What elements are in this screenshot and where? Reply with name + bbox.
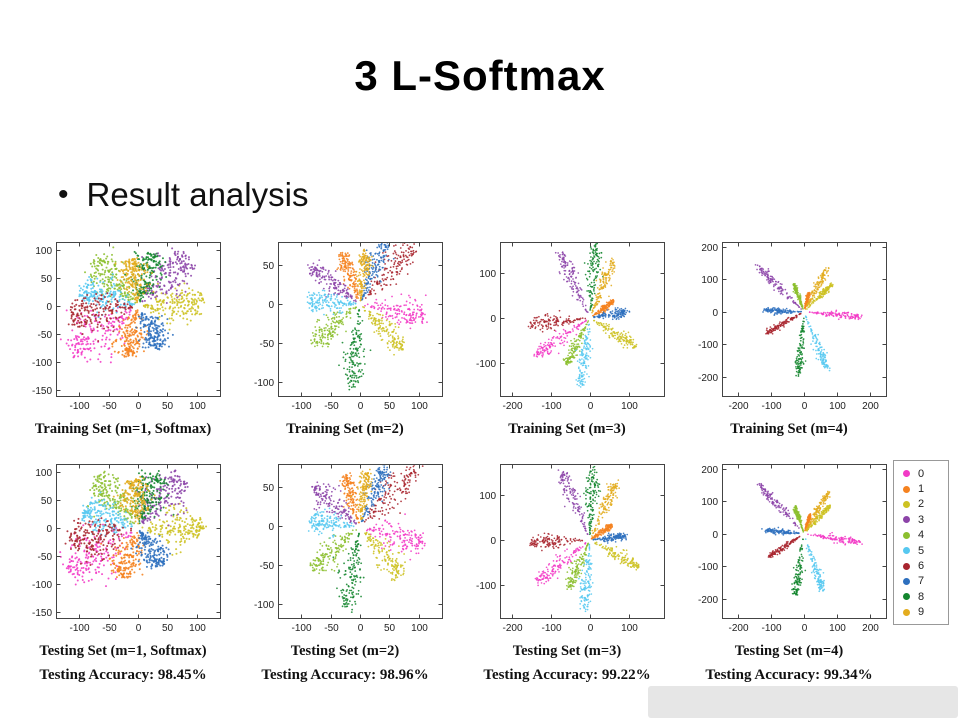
chart-caption: Training Set (m=3) xyxy=(508,421,626,437)
legend-label: 4 xyxy=(918,529,925,542)
scatter-plot-canvas xyxy=(20,236,226,420)
chart-caption: Training Set (m=4) xyxy=(730,421,848,437)
scatter-plot-canvas xyxy=(242,458,448,642)
legend-item: 4 xyxy=(903,528,948,543)
accuracy-label: Testing Accuracy: 98.96% xyxy=(261,667,429,683)
legend-label: 3 xyxy=(918,513,925,526)
scatter-plot-canvas xyxy=(20,458,226,642)
chart-caption: Training Set (m=2) xyxy=(286,421,404,437)
chart-training-m1: Training Set (m=1, Softmax) xyxy=(20,236,232,438)
legend-swatch xyxy=(903,485,910,493)
bullet-marker: • xyxy=(58,178,69,211)
legend-item: 6 xyxy=(903,558,948,573)
legend-swatch xyxy=(903,531,910,539)
chart-caption: Testing Set (m=1, Softmax) xyxy=(39,643,207,659)
chart-testing-m4: Testing Set (m=4) Testing Accuracy: 99.3… xyxy=(686,458,898,684)
legend-item: 8 xyxy=(903,589,948,604)
chart-training-m3: Training Set (m=3) xyxy=(464,236,676,438)
legend-label: 7 xyxy=(918,575,925,588)
chart-testing-m2: Testing Set (m=2) Testing Accuracy: 98.9… xyxy=(242,458,454,684)
legend-item: 1 xyxy=(903,481,948,496)
legend-swatch xyxy=(903,562,910,570)
bullet-text: Result analysis xyxy=(86,176,309,213)
watermark-bar xyxy=(648,686,958,718)
accuracy-label: Testing Accuracy: 99.34% xyxy=(705,667,873,683)
chart-testing-m3: Testing Set (m=3) Testing Accuracy: 99.2… xyxy=(464,458,676,684)
legend-item: 3 xyxy=(903,512,948,527)
legend-swatch xyxy=(903,608,910,616)
legend-item: 9 xyxy=(903,605,948,620)
legend-item: 2 xyxy=(903,497,948,512)
legend-label: 0 xyxy=(918,467,925,480)
legend-label: 9 xyxy=(918,606,925,619)
legend-label: 1 xyxy=(918,483,925,496)
legend-label: 6 xyxy=(918,560,925,573)
bullet-item: • Result analysis xyxy=(58,176,308,214)
chart-caption: Training Set (m=1, Softmax) xyxy=(34,421,212,437)
legend-swatch xyxy=(903,500,910,508)
chart-training-m4: Training Set (m=4) xyxy=(686,236,898,438)
legend-label: 5 xyxy=(918,544,925,557)
legend-label: 8 xyxy=(918,590,925,603)
scatter-plot-canvas xyxy=(464,236,670,420)
page-title: 3 L-Softmax xyxy=(354,52,606,99)
legend-item: 7 xyxy=(903,574,948,589)
legend-swatch xyxy=(903,470,910,478)
legend-swatch xyxy=(903,577,910,585)
accuracy-label: Testing Accuracy: 98.45% xyxy=(39,667,207,683)
chart-training-m2: Training Set (m=2) xyxy=(242,236,454,438)
scatter-plot-canvas xyxy=(686,236,892,420)
chart-caption: Testing Set (m=4) xyxy=(734,643,844,659)
legend-swatch xyxy=(903,547,910,555)
legend-label: 2 xyxy=(918,498,925,511)
accuracy-label: Testing Accuracy: 99.22% xyxy=(483,667,651,683)
legend-item: 0 xyxy=(903,466,948,481)
chart-testing-m1: Testing Set (m=1, Softmax) Testing Accur… xyxy=(20,458,232,684)
legend-item: 5 xyxy=(903,543,948,558)
scatter-plot-canvas xyxy=(464,458,670,642)
scatter-plot-canvas xyxy=(686,458,892,642)
scatter-plot-canvas xyxy=(242,236,448,420)
chart-caption: Testing Set (m=3) xyxy=(512,643,622,659)
chart-caption: Testing Set (m=2) xyxy=(290,643,400,659)
legend-swatch xyxy=(903,516,910,524)
legend-swatch xyxy=(903,593,910,601)
legend: 0 1 2 3 4 5 6 7 8 9 xyxy=(893,460,949,625)
